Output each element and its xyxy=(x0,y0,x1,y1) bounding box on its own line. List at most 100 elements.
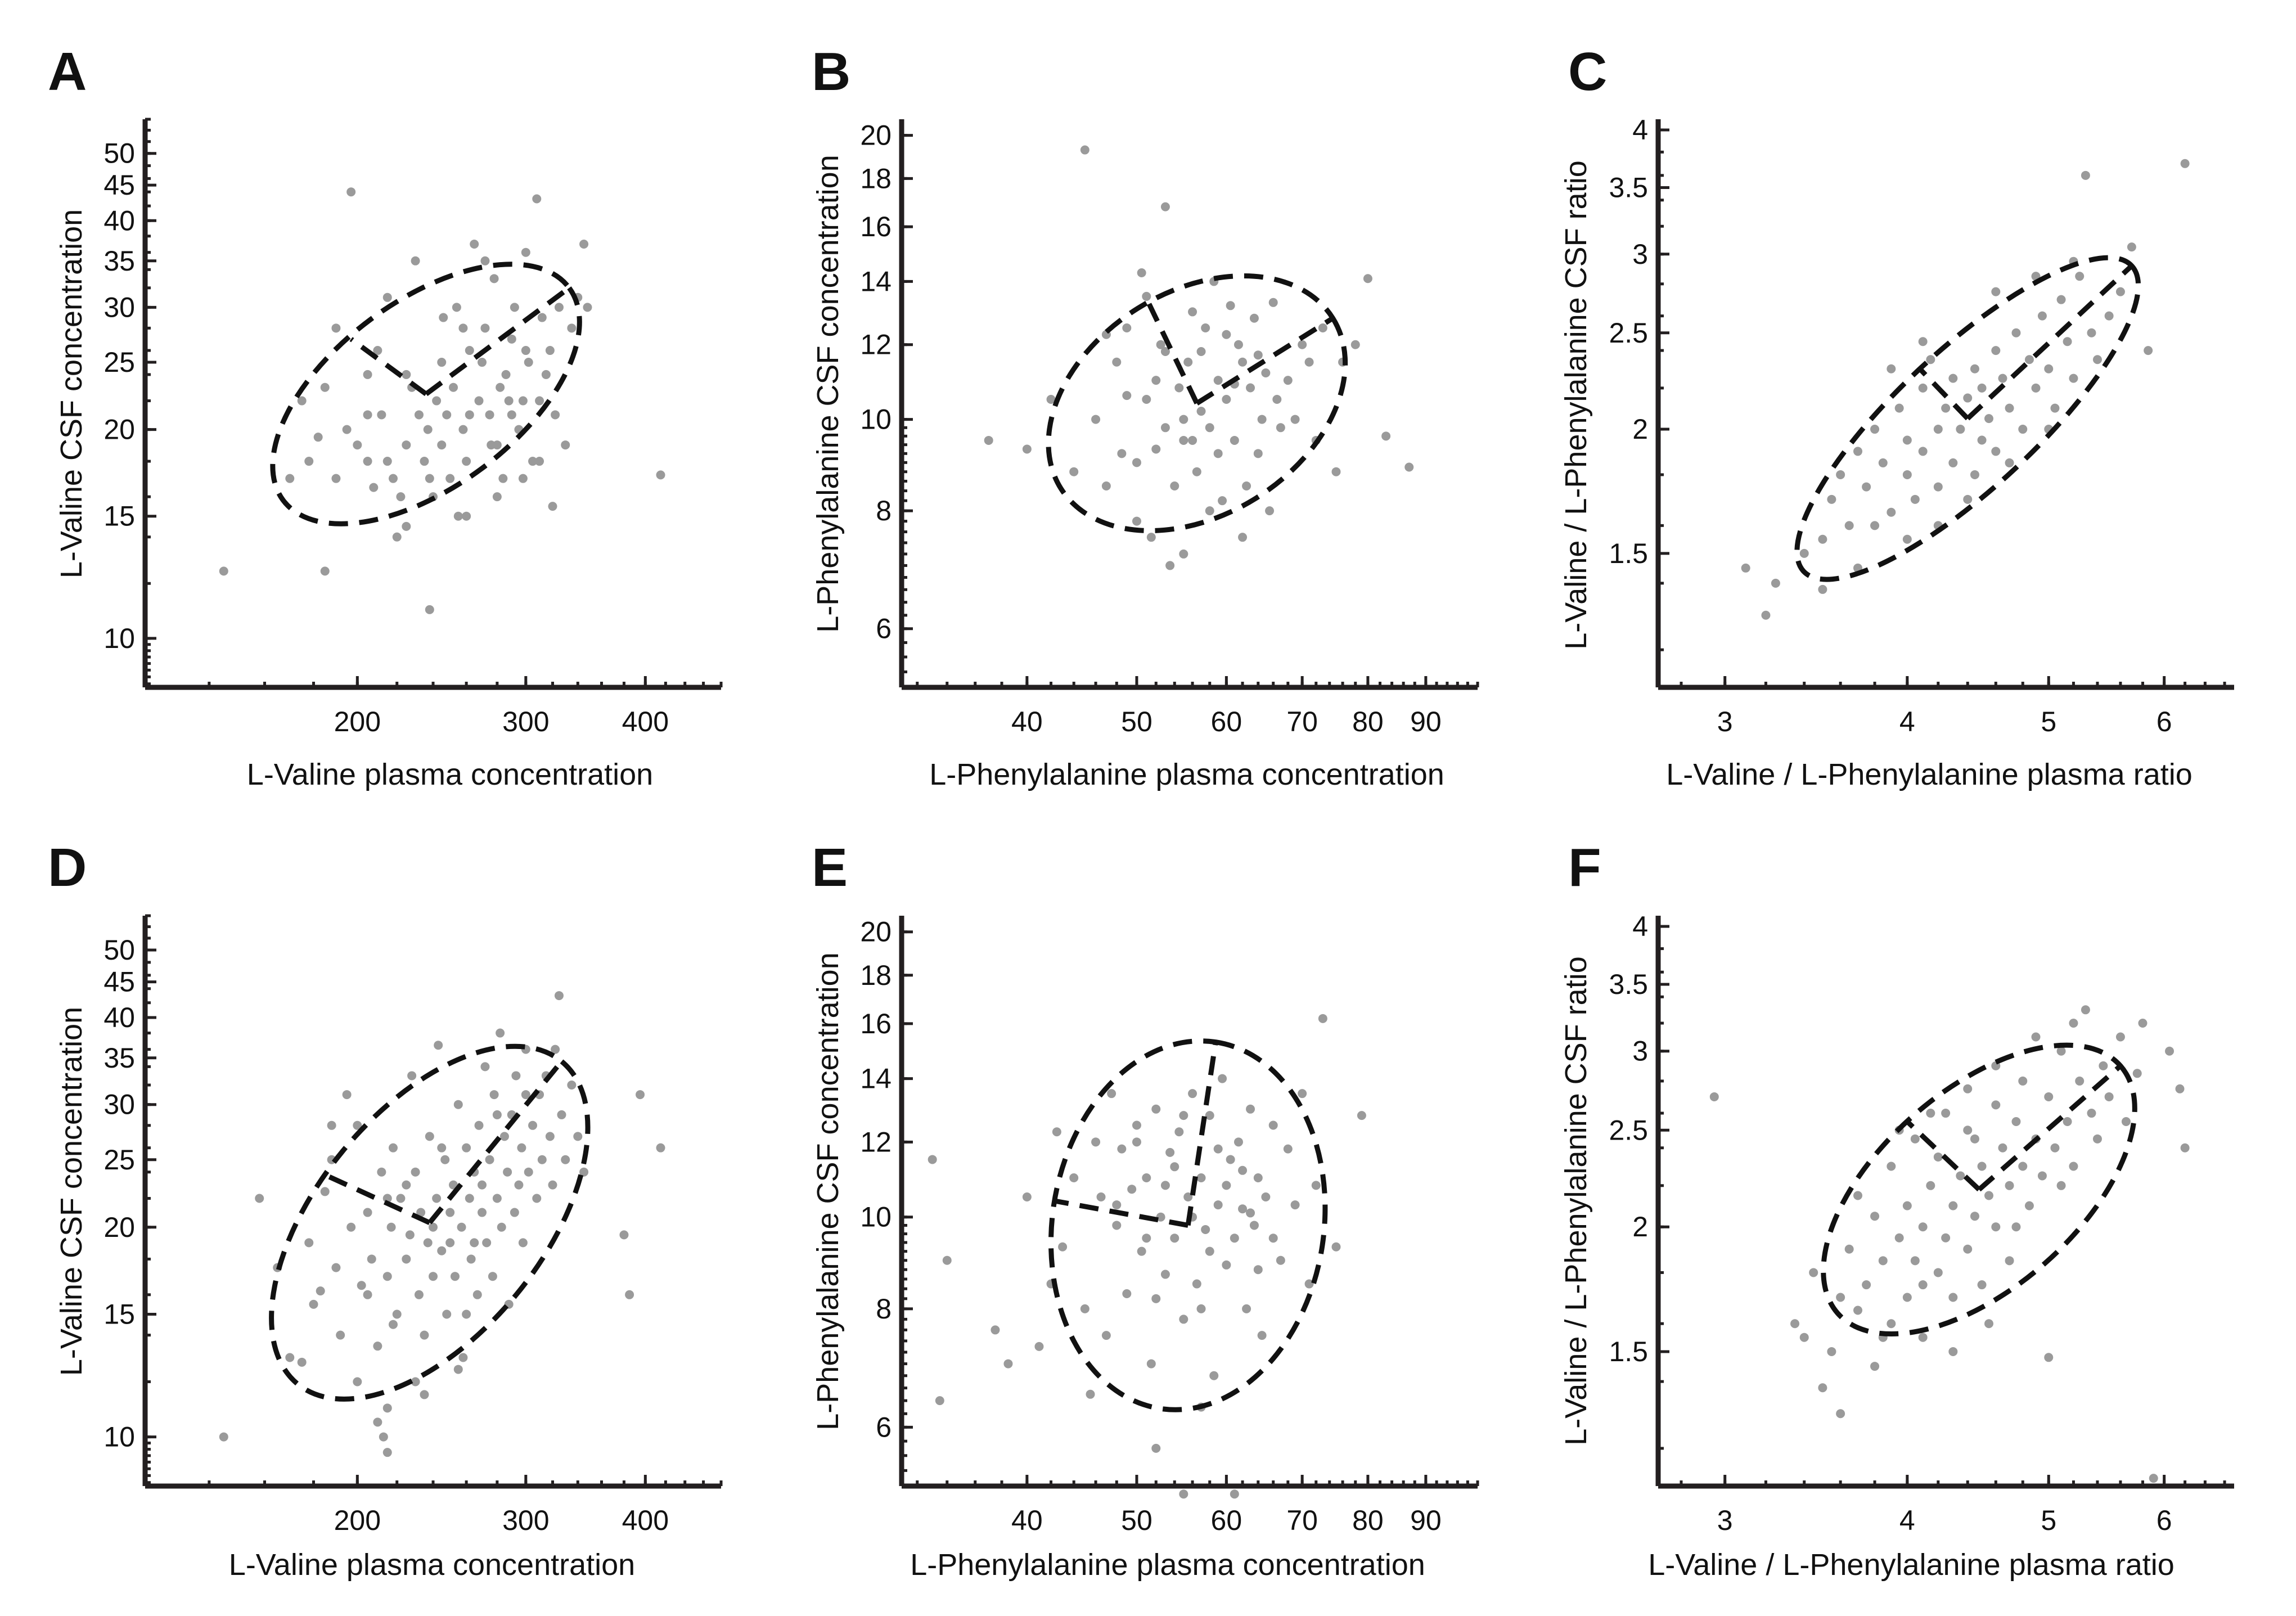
data-point xyxy=(1870,1362,1880,1371)
data-point xyxy=(2165,1046,2175,1056)
data-point xyxy=(1844,1244,1854,1254)
data-point xyxy=(1170,1162,1179,1172)
y-axis-label: L-Valine CSF concentration xyxy=(55,209,88,578)
x-axis-label: L-Phenylalanine plasma concentration xyxy=(910,1548,1425,1582)
data-point xyxy=(1091,1137,1101,1147)
data-point xyxy=(2011,1117,2021,1127)
data-point xyxy=(1771,578,1780,588)
data-point xyxy=(489,274,499,283)
data-point xyxy=(2099,1061,2108,1070)
data-point xyxy=(2050,403,2060,413)
data-point xyxy=(928,1155,937,1164)
data-point xyxy=(1265,506,1275,516)
data-point xyxy=(1977,383,1987,393)
data-point xyxy=(1246,1104,1255,1114)
data-point xyxy=(474,396,484,406)
data-point xyxy=(331,474,341,483)
data-point xyxy=(2011,328,2021,337)
data-point xyxy=(579,1167,589,1177)
data-point xyxy=(1918,337,1928,346)
data-point xyxy=(496,382,505,392)
data-point xyxy=(2018,425,2028,434)
data-point xyxy=(382,1272,392,1281)
data-point xyxy=(425,474,434,483)
data-point xyxy=(1283,1144,1293,1154)
data-point xyxy=(1298,340,1307,349)
data-point xyxy=(392,1309,402,1319)
y-tick-label: 50 xyxy=(103,934,135,966)
panel-letter: D xyxy=(48,838,87,898)
data-point xyxy=(1926,355,1935,364)
data-point xyxy=(583,303,592,312)
y-tick-label: 20 xyxy=(860,916,892,948)
data-point xyxy=(219,1432,228,1442)
data-point xyxy=(414,1290,424,1299)
data-point xyxy=(449,382,458,392)
data-point xyxy=(1381,431,1391,441)
data-point xyxy=(1238,533,1248,542)
data-point xyxy=(285,1353,295,1362)
data-point xyxy=(1160,1270,1170,1279)
data-point xyxy=(2081,1005,2090,1015)
x-tick-label: 50 xyxy=(1121,706,1152,737)
data-point xyxy=(1249,1221,1259,1230)
data-point xyxy=(425,605,434,614)
data-point xyxy=(1918,1222,1928,1232)
y-tick-label: 10 xyxy=(103,623,135,654)
data-point xyxy=(1350,340,1360,349)
data-point xyxy=(625,1290,634,1299)
y-tick-label: 25 xyxy=(103,346,135,378)
data-point xyxy=(1304,357,1314,367)
data-point xyxy=(2149,1474,2158,1483)
data-point xyxy=(1878,458,1888,467)
data-point xyxy=(434,1041,443,1050)
data-point xyxy=(1222,1181,1231,1190)
data-point xyxy=(1998,373,2007,383)
panel-e: E 40 50 60 70 80 90 6 8 10 12 14 16 18 20 L-Phenylala… xyxy=(811,838,1479,1582)
data-point xyxy=(1948,1293,1958,1302)
y-tick-label: 2.5 xyxy=(1609,1114,1648,1146)
data-point xyxy=(1151,376,1161,385)
x-axis-label: L-Valine / L-Phenylalanine plasma ratio xyxy=(1666,758,2193,791)
y-tick-label: 10 xyxy=(103,1421,135,1453)
data-point xyxy=(470,1238,479,1248)
data-point xyxy=(656,1143,665,1153)
x-tick-label: 200 xyxy=(334,706,381,737)
data-point xyxy=(346,1222,356,1232)
data-point xyxy=(480,1062,490,1072)
data-point xyxy=(548,1180,557,1190)
data-point xyxy=(573,1132,583,1141)
data-point xyxy=(551,410,560,420)
data-point xyxy=(1146,1359,1156,1369)
data-point xyxy=(514,1180,524,1190)
data-point xyxy=(429,1222,438,1232)
data-point xyxy=(363,410,372,420)
data-point xyxy=(1196,1304,1206,1313)
data-point xyxy=(373,1342,382,1351)
data-point xyxy=(1878,1256,1888,1266)
data-point xyxy=(1142,1173,1151,1182)
y-tick-label: 8 xyxy=(876,495,892,526)
data-point xyxy=(1290,415,1300,424)
data-point xyxy=(1818,584,1827,594)
data-point xyxy=(1984,1319,1993,1329)
x-tick-label: 3 xyxy=(1717,706,1733,737)
data-point xyxy=(545,346,555,355)
data-point xyxy=(1192,1279,1201,1289)
data-point xyxy=(619,1230,629,1240)
data-point xyxy=(402,440,411,450)
data-point xyxy=(1226,1155,1235,1164)
data-point xyxy=(1272,395,1282,404)
x-tick-label: 60 xyxy=(1211,1505,1242,1536)
data-point xyxy=(2075,272,2085,281)
data-point xyxy=(1799,548,1809,558)
data-point xyxy=(1142,395,1151,404)
x-tick-label: 4 xyxy=(1899,1505,1915,1536)
data-point xyxy=(346,187,356,197)
data-point xyxy=(1918,447,1928,456)
data-point xyxy=(1213,1144,1223,1154)
data-point xyxy=(1127,1185,1137,1194)
major-axis-line xyxy=(1966,264,2133,421)
data-point xyxy=(2056,1181,2066,1190)
